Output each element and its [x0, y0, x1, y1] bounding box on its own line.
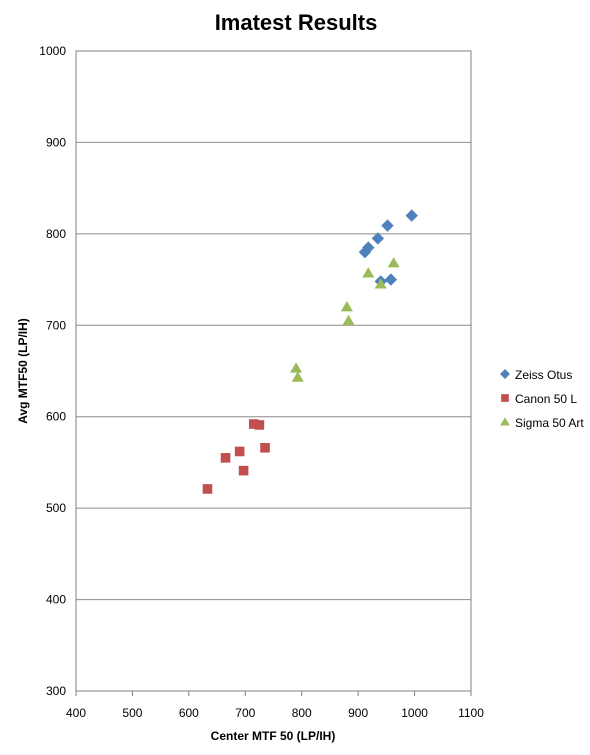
legend-marker	[501, 394, 509, 402]
legend-marker	[500, 417, 510, 426]
legend: Zeiss Otus Canon 50 L Sigma 50 Art	[500, 368, 584, 430]
y-tick-label: 700	[46, 318, 66, 332]
x-axis-title: Center MTF 50 (LP/IH)	[211, 729, 336, 743]
plot-area	[75, 50, 472, 692]
data-point	[254, 420, 265, 430]
data-point	[387, 257, 400, 268]
y-axis-title: Avg MTF50 (LP/IH)	[16, 318, 30, 424]
x-tick-label: 400	[66, 706, 86, 720]
data-point	[234, 446, 245, 457]
chart-title: Imatest Results	[215, 10, 378, 35]
x-tick-label: 800	[292, 706, 312, 720]
y-tick-label: 900	[46, 135, 66, 149]
data-point	[371, 232, 385, 245]
data-points	[202, 209, 418, 494]
x-tick-label: 500	[122, 706, 142, 720]
x-tick-labels: 400 500 600 700 800 900 1000 1100	[66, 691, 484, 720]
data-point	[220, 453, 231, 463]
x-tick-label: 1000	[401, 706, 428, 720]
data-point	[291, 371, 304, 382]
legend-label: Zeiss Otus	[515, 368, 572, 382]
data-point	[362, 267, 375, 278]
x-tick-label: 900	[348, 706, 368, 720]
data-point	[358, 245, 372, 259]
y-tick-label: 800	[46, 227, 66, 241]
data-point	[381, 219, 394, 232]
data-point	[340, 301, 353, 312]
y-tick-label: 300	[46, 684, 66, 698]
y-tick-label: 500	[46, 501, 66, 515]
data-point	[248, 419, 259, 429]
data-point	[290, 362, 303, 373]
data-point	[260, 443, 270, 453]
data-point	[374, 278, 387, 289]
legend-label: Sigma 50 Art	[515, 416, 584, 430]
data-point	[342, 314, 355, 326]
y-tick-label: 400	[46, 593, 66, 607]
y-tick-labels: 300 400 500 600 700 800 900 1000	[39, 44, 66, 698]
data-point	[202, 484, 213, 494]
data-point	[384, 273, 398, 286]
legend-label: Canon 50 L	[515, 392, 577, 406]
legend-marker	[500, 369, 510, 379]
y-tick-label: 600	[46, 410, 66, 424]
x-tick-label: 600	[179, 706, 199, 720]
y-tick-label: 1000	[39, 44, 66, 58]
gridlines	[76, 50, 471, 601]
x-tick-label: 700	[235, 706, 255, 720]
x-tick-label: 1100	[458, 706, 484, 720]
data-point	[238, 465, 249, 476]
data-point	[405, 209, 418, 222]
